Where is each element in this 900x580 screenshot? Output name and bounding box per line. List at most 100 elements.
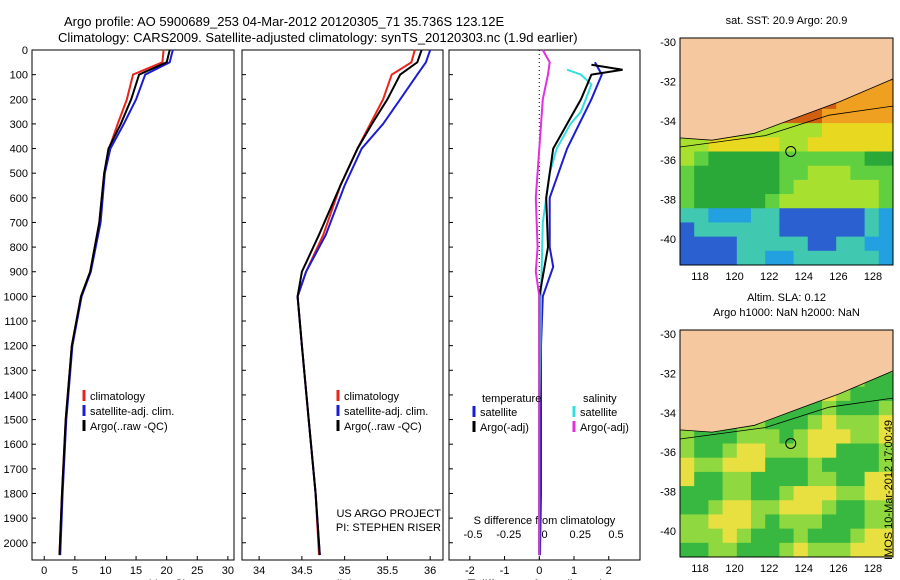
map-cell <box>708 236 724 252</box>
map-cell <box>807 514 823 530</box>
map-panels: sat. SST: 20.9 Argo: 20.9 118 120 122 124 126… <box>660 15 895 575</box>
map-cell <box>822 528 837 544</box>
map-cell <box>864 250 880 266</box>
map-cell <box>765 500 780 515</box>
map-x-tick-label: 124 <box>795 271 813 283</box>
map-cell <box>822 542 837 558</box>
map-cell <box>822 429 837 444</box>
chart-panel-salinity: 34 34.5 35 35.5 36 salinity climatology satelli… <box>241 49 444 580</box>
y-tick-label: 900 <box>10 267 28 279</box>
map-cell <box>722 457 738 473</box>
map-cell <box>680 514 695 530</box>
map-cell <box>708 137 724 152</box>
s-tick-label: 0.25 <box>570 529 591 541</box>
map-cell <box>836 137 851 152</box>
x-tick-label: 0 <box>41 565 47 577</box>
y-tick-label: 1800 <box>4 488 28 500</box>
map-cell <box>779 165 795 181</box>
map-cell <box>680 457 695 473</box>
map-cell <box>807 429 823 444</box>
map-cell <box>765 151 780 167</box>
plot-frame <box>241 49 444 561</box>
map-cell <box>722 500 738 515</box>
map-cell <box>736 137 752 152</box>
map-cell <box>722 236 738 252</box>
map-cell <box>850 222 866 238</box>
map-cell <box>751 151 766 167</box>
map-cell <box>765 471 780 487</box>
s-tick-label: 0.5 <box>608 529 623 541</box>
annotation: PI: STEPHEN RISER <box>336 522 441 534</box>
map-cell <box>864 222 880 238</box>
x-axis-label: T difference from climatology <box>468 577 622 580</box>
series-line <box>296 49 432 556</box>
map-x-tick-label: 128 <box>864 563 882 575</box>
plot-frame <box>448 49 641 561</box>
map-cell <box>864 415 880 430</box>
map-cell <box>807 471 823 487</box>
map-cell <box>850 429 866 444</box>
map-cell <box>807 528 823 544</box>
map-cell <box>836 443 851 459</box>
series-line <box>58 49 171 556</box>
map-cell <box>878 194 894 209</box>
map-cell <box>807 236 823 252</box>
x-tick-label: 5 <box>72 565 78 577</box>
map-cell <box>864 194 880 209</box>
map-cell <box>878 94 894 110</box>
map-cell <box>708 528 724 544</box>
x-tick-label: 30 <box>222 565 234 577</box>
map-cell <box>708 457 724 473</box>
map-cell <box>708 179 724 195</box>
map-cell <box>751 514 766 530</box>
map-cell <box>736 222 752 238</box>
map-cell <box>736 236 752 252</box>
map-cell <box>765 179 780 195</box>
map-cell <box>793 222 809 238</box>
map-cell <box>850 179 866 195</box>
map-cell <box>836 514 851 530</box>
map-cell <box>736 471 752 487</box>
map-cell <box>807 500 823 515</box>
map-cell <box>850 542 866 558</box>
map-cell <box>878 179 894 195</box>
map-cell <box>765 443 780 459</box>
legend-label: Argo(..raw -QC) <box>90 421 168 433</box>
map-cell <box>836 457 851 473</box>
map-cell <box>722 528 738 544</box>
legend-label: satellite <box>480 407 517 419</box>
y-tick-label: 1400 <box>4 390 28 402</box>
map-cell <box>878 486 894 501</box>
map-cell <box>765 222 780 238</box>
map-cell <box>694 179 709 195</box>
map-cell <box>807 108 823 124</box>
map-cell <box>850 528 866 544</box>
map-cell <box>807 165 823 181</box>
map-cell <box>878 108 894 124</box>
map-cell <box>864 94 880 110</box>
map-cell <box>850 151 866 167</box>
legend-label: climatology <box>90 391 146 403</box>
map-cell <box>836 486 851 501</box>
map-cell <box>722 471 738 487</box>
map-x-tick-label: 122 <box>760 271 778 283</box>
top-axis-label: S difference from climatology <box>474 515 616 527</box>
map-cell <box>751 137 766 152</box>
map-cell <box>736 165 752 181</box>
map-cell <box>722 194 738 209</box>
x-tick-label: 1 <box>571 565 577 577</box>
sst-map: sat. SST: 20.9 Argo: 20.9 118 120 122 124 126… <box>660 15 894 283</box>
map-cell <box>807 123 823 138</box>
map-cell <box>680 542 695 558</box>
map-x-tick-label: 124 <box>795 563 813 575</box>
map-cell <box>822 250 837 266</box>
map-cell <box>736 429 752 444</box>
map-cell <box>836 123 851 138</box>
map-cell <box>708 443 724 459</box>
map-y-tick-label: -32 <box>660 368 676 380</box>
float-marker <box>785 146 797 157</box>
map-y-tick-label: -34 <box>660 408 676 420</box>
map-cell <box>736 179 752 195</box>
map-cell <box>864 137 880 152</box>
y-tick-label: 700 <box>10 217 28 229</box>
